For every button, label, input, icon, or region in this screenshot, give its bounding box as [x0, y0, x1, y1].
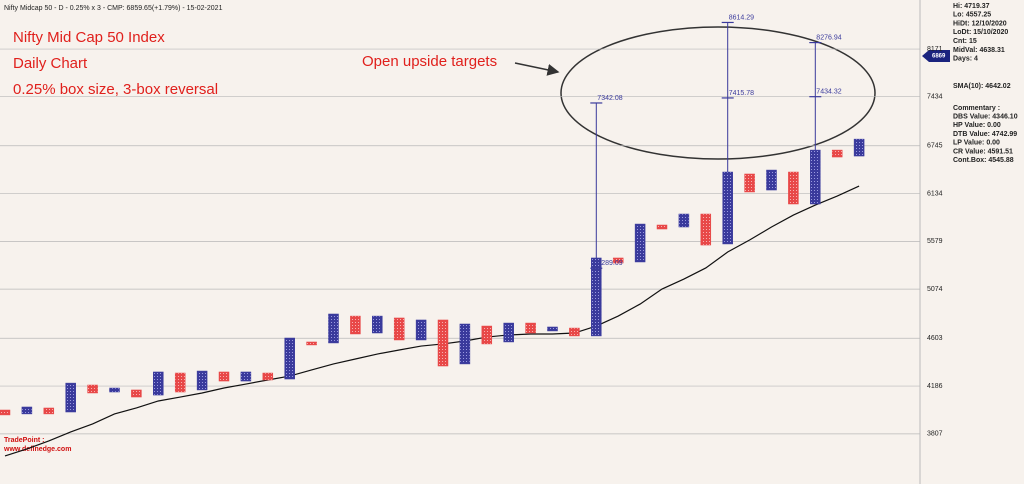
y-tick-label: 4603	[927, 335, 943, 342]
x-column	[459, 323, 471, 365]
stat: Hi: 4719.37	[953, 3, 990, 10]
commentary: Cont.Box: 4545.88	[953, 157, 1014, 164]
target-label: 8276.94	[816, 34, 841, 41]
price-tag: 6869	[932, 54, 946, 60]
y-tick-label: 6134	[927, 190, 943, 197]
stat: Days: 4	[953, 56, 978, 63]
sma-line	[4, 185, 860, 457]
x-column	[372, 315, 383, 334]
price-tag-flag	[922, 50, 950, 62]
commentary: CR Value: 4591.51	[953, 148, 1013, 155]
target-label: 7342.08	[597, 95, 622, 102]
target-label: 5289.09	[597, 260, 622, 267]
x-column	[678, 213, 690, 228]
o-column	[131, 389, 142, 398]
y-tick-label: 5074	[927, 286, 943, 293]
o-column	[788, 171, 799, 205]
o-column	[700, 213, 712, 246]
x-column	[634, 223, 646, 263]
o-column	[87, 384, 98, 394]
commentary: DTB Value: 4742.99	[953, 131, 1017, 138]
stat: MidVal: 4638.31	[953, 47, 1005, 54]
o-column	[569, 327, 580, 337]
x-column	[503, 322, 514, 343]
o-column	[306, 341, 317, 346]
x-column	[21, 406, 33, 415]
o-column	[744, 173, 755, 193]
commentary: LP Value: 0.00	[953, 140, 1000, 147]
header: Nifty Midcap 50 - D - 0.25% x 3 - CMP: 6…	[4, 5, 223, 12]
x-column	[65, 382, 76, 413]
x-column	[810, 149, 821, 205]
y-tick-label: 7434	[927, 94, 943, 101]
o-column	[393, 317, 405, 341]
y-tick-label: 6745	[927, 143, 943, 150]
y-tick-label: 4186	[927, 383, 943, 390]
title-line: 0.25% box size, 3-box reversal	[13, 81, 218, 98]
commentary: Commentary :	[953, 105, 1000, 112]
o-column	[0, 409, 11, 416]
sma-label: SMA(10): 4642.02	[953, 83, 1011, 90]
o-column	[43, 407, 55, 415]
x-column	[415, 319, 427, 341]
annotation-arrow	[514, 62, 560, 76]
o-column	[612, 257, 624, 264]
o-column	[174, 372, 186, 393]
o-column	[350, 315, 361, 335]
o-column	[831, 149, 843, 158]
x-column	[328, 313, 339, 344]
x-column	[284, 337, 295, 380]
x-column	[547, 326, 558, 332]
target-ellipse	[560, 26, 876, 160]
x-column	[196, 370, 208, 391]
x-column	[109, 387, 120, 393]
y-tick-label: 3807	[927, 431, 943, 438]
x-column	[153, 371, 164, 396]
target-label: 8614.29	[729, 14, 754, 21]
x-column	[766, 169, 777, 191]
commentary: DBS Value: 4346.10	[953, 114, 1018, 121]
y-tick-label: 8171	[927, 46, 943, 53]
y-tick-label: 5579	[927, 238, 943, 245]
x-column	[591, 257, 602, 337]
o-column	[656, 224, 668, 230]
commentary: HP Value: 0.00	[953, 122, 1001, 129]
o-column	[218, 371, 230, 382]
footer-line: www.definedge.com	[3, 446, 71, 453]
stat: Cnt: 15	[953, 38, 977, 45]
title-line: Nifty Mid Cap 50 Index	[13, 29, 165, 46]
o-column	[262, 372, 274, 381]
o-column	[481, 325, 493, 345]
o-column	[437, 319, 449, 367]
stat: Lo: 4557.25	[953, 12, 991, 19]
stat: HiDt: 12/10/2020	[953, 20, 1007, 27]
annotation: Open upside targets	[362, 53, 497, 70]
title-line: Daily Chart	[13, 55, 88, 72]
o-column	[525, 322, 536, 334]
x-column	[853, 138, 865, 157]
x-column	[240, 371, 252, 382]
footer-line: TradePoint :	[4, 437, 44, 444]
target-label: 7434.32	[816, 89, 841, 96]
x-column	[722, 171, 733, 245]
target-label: 7415.78	[729, 90, 754, 97]
stat: LoDt: 15/10/2020	[953, 29, 1008, 36]
